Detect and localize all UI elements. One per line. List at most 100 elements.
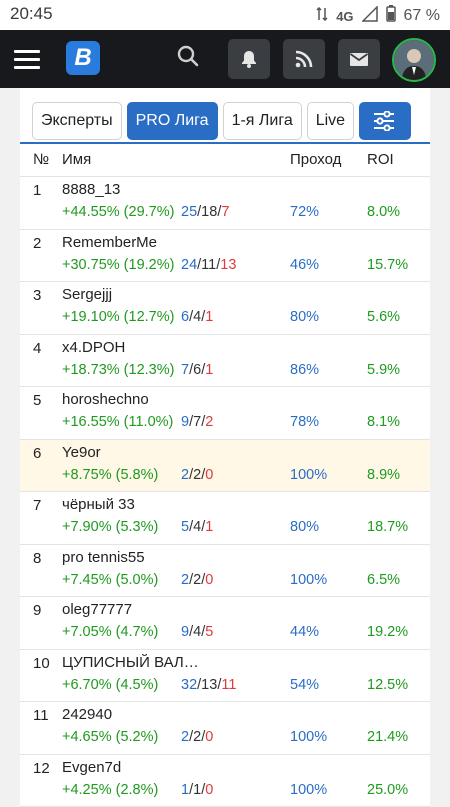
app-header: B — [0, 30, 450, 88]
rank-number: 9 — [33, 602, 41, 619]
win-draw-loss: 2/2/0 — [181, 467, 213, 483]
rank-number: 3 — [33, 287, 41, 304]
tab-first-league[interactable]: 1-я Лига — [223, 102, 302, 140]
draws-count: 1 — [193, 782, 201, 798]
win-draw-loss: 5/4/1 — [181, 519, 213, 535]
profit-value: +19.10% (12.7%) — [62, 309, 174, 325]
wins-count: 25 — [181, 204, 197, 220]
wins-count: 7 — [181, 362, 189, 378]
tab-experts[interactable]: Эксперты — [32, 102, 122, 140]
app-logo[interactable]: B — [66, 41, 100, 75]
user-name[interactable]: Evgen7d — [62, 759, 121, 776]
win-draw-loss: 1/1/0 — [181, 782, 213, 798]
roi-value: 6.5% — [367, 572, 400, 588]
header-name[interactable]: Имя — [62, 151, 91, 168]
draws-count: 4 — [193, 519, 201, 535]
draws-count: 2 — [193, 467, 201, 483]
user-name[interactable]: Sergejjj — [62, 286, 112, 303]
draws-count: 2 — [193, 729, 201, 745]
rank-number: 12 — [33, 760, 50, 777]
losses-count: 1 — [205, 362, 213, 378]
draws-count: 2 — [193, 572, 201, 588]
roi-value: 5.6% — [367, 309, 400, 325]
profit-value: +44.55% (29.7%) — [62, 204, 174, 220]
feed-button[interactable] — [283, 39, 325, 79]
draws-count: 7 — [193, 414, 201, 430]
notifications-button[interactable] — [228, 39, 270, 79]
roi-value: 15.7% — [367, 257, 408, 273]
table-row[interactable]: 12 Evgen7d +4.25% (2.8%) 1/1/0 100% 25.0% — [20, 755, 430, 807]
losses-count: 2 — [205, 414, 213, 430]
wins-count: 2 — [181, 572, 189, 588]
wins-count: 2 — [181, 467, 189, 483]
pass-rate: 44% — [290, 624, 319, 640]
pass-rate: 72% — [290, 204, 319, 220]
user-name[interactable]: 242940 — [62, 706, 112, 723]
table-row[interactable]: 3 Sergejjj +19.10% (12.7%) 6/4/1 80% 5.6% — [20, 282, 430, 335]
pass-rate: 78% — [290, 414, 319, 430]
status-icons: 4G 67 % — [316, 5, 440, 27]
roi-value: 18.7% — [367, 519, 408, 535]
sliders-icon — [373, 111, 395, 131]
header-pass[interactable]: Проход — [290, 151, 341, 168]
user-name[interactable]: pro tennis55 — [62, 549, 145, 566]
losses-count: 1 — [205, 309, 213, 325]
user-name[interactable]: RememberMe — [62, 234, 157, 251]
losses-count: 0 — [205, 729, 213, 745]
losses-count: 5 — [205, 624, 213, 640]
profit-value: +4.25% (2.8%) — [62, 782, 158, 798]
avatar[interactable] — [392, 38, 436, 82]
win-draw-loss: 32/13/11 — [181, 677, 236, 693]
messages-button[interactable] — [338, 39, 380, 79]
losses-count: 0 — [205, 467, 213, 483]
tab-live[interactable]: Live — [307, 102, 354, 140]
losses-count: 11 — [221, 677, 236, 693]
profit-value: +30.75% (19.2%) — [62, 257, 174, 273]
user-name[interactable]: x4.DPOH — [62, 339, 125, 356]
wins-count: 9 — [181, 414, 189, 430]
user-name[interactable]: oleg77777 — [62, 601, 132, 618]
pass-rate: 46% — [290, 257, 319, 273]
pass-rate: 100% — [290, 782, 327, 798]
profit-value: +6.70% (4.5%) — [62, 677, 158, 693]
user-name[interactable]: чёрный 33 — [62, 496, 135, 513]
battery-icon — [386, 5, 396, 27]
rank-number: 1 — [33, 182, 41, 199]
user-name[interactable]: 8888_13 — [62, 181, 120, 198]
tab-pro-league[interactable]: PRO Лига — [127, 102, 218, 140]
rank-number: 2 — [33, 235, 41, 252]
status-time: 20:45 — [10, 4, 53, 24]
draws-count: 13 — [201, 677, 217, 693]
win-draw-loss: 2/2/0 — [181, 572, 213, 588]
pass-rate: 80% — [290, 309, 319, 325]
roi-value: 19.2% — [367, 624, 408, 640]
filter-button[interactable] — [359, 102, 411, 140]
roi-value: 21.4% — [367, 729, 408, 745]
wins-count: 2 — [181, 729, 189, 745]
search-icon[interactable] — [176, 44, 204, 72]
roi-value: 8.1% — [367, 414, 400, 430]
losses-count: 1 — [205, 519, 213, 535]
network-icon — [316, 7, 328, 26]
win-draw-loss: 7/6/1 — [181, 362, 213, 378]
header-roi[interactable]: ROI — [367, 151, 394, 168]
win-draw-loss: 6/4/1 — [181, 309, 213, 325]
rank-number: 11 — [33, 707, 49, 724]
roi-value: 25.0% — [367, 782, 408, 798]
win-draw-loss: 9/4/5 — [181, 624, 213, 640]
user-name[interactable]: ЦУПИСНЫЙ ВАЛ… — [62, 654, 199, 671]
wins-count: 24 — [181, 257, 197, 273]
user-name[interactable]: horoshechno — [62, 391, 149, 408]
user-name[interactable]: Ye9or — [62, 444, 101, 461]
menu-icon[interactable] — [14, 50, 40, 68]
